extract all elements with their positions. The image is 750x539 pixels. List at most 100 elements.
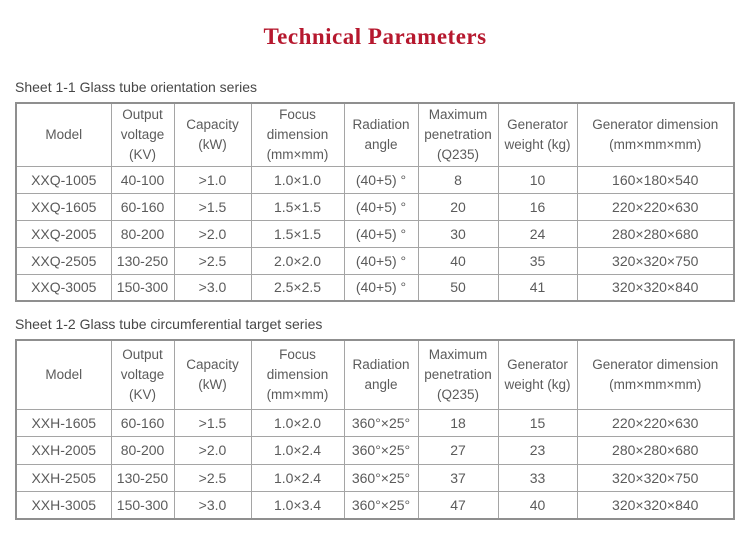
value-cell: 1.0×3.4 xyxy=(250,491,345,520)
column-header: Generator weight (kg) xyxy=(497,339,578,410)
column-header: Maximum penetration (Q235) xyxy=(417,102,499,167)
value-cell: 160×180×540 xyxy=(576,165,735,194)
value-cell: (40+5) ° xyxy=(343,165,419,194)
value-cell: (40+5) ° xyxy=(343,219,419,248)
column-header: Generator dimension (mm×mm×mm) xyxy=(576,102,735,167)
column-header: Focus dimension (mm×mm) xyxy=(250,102,345,167)
value-cell: 1.0×2.0 xyxy=(250,408,345,437)
column-header: Model xyxy=(15,102,112,167)
technical-parameters-page: Technical Parameters Sheet 1-1 Glass tub… xyxy=(0,24,750,539)
value-cell: >1.5 xyxy=(173,408,252,437)
value-cell: 2.0×2.0 xyxy=(250,246,345,275)
value-cell: 50 xyxy=(417,273,499,302)
table-row: XXH-2505 130-250 >2.5 1.0×2.4 360°×25° 37 33 32… xyxy=(15,463,735,492)
value-cell: 1.5×1.5 xyxy=(250,192,345,221)
value-cell: 16 xyxy=(497,192,578,221)
value-cell: 150-300 xyxy=(110,273,175,302)
column-header: Maximum penetration (Q235) xyxy=(417,339,499,410)
value-cell: >2.0 xyxy=(173,436,252,465)
page-title: Technical Parameters xyxy=(263,24,487,49)
value-cell: 1.0×1.0 xyxy=(250,165,345,194)
column-header: Capacity (kW) xyxy=(173,102,252,167)
value-cell: 2.5×2.5 xyxy=(250,273,345,302)
model-cell: XXH-2005 xyxy=(15,436,112,465)
value-cell: 320×320×840 xyxy=(576,491,735,520)
model-cell: XXQ-1605 xyxy=(15,192,112,221)
value-cell: >2.5 xyxy=(173,246,252,275)
value-cell: 320×320×750 xyxy=(576,463,735,492)
table-row: XXH-2005 80-200 >2.0 1.0×2.4 360°×25° 27 23 280… xyxy=(15,436,735,465)
value-cell: 8 xyxy=(417,165,499,194)
value-cell: 24 xyxy=(497,219,578,248)
value-cell: 320×320×840 xyxy=(576,273,735,302)
table-row: XXQ-2505 130-250 >2.5 2.0×2.0 (40+5) ° 40 35 32… xyxy=(15,246,735,275)
table-row: XXQ-2005 80-200 >2.0 1.5×1.5 (40+5) ° 30 24 280… xyxy=(15,219,735,248)
value-cell: 280×280×680 xyxy=(576,436,735,465)
sheet1-table: Model Output voltage (KV) Capacity (kW) Foc… xyxy=(15,102,735,302)
value-cell: 360°×25° xyxy=(343,408,419,437)
value-cell: 80-200 xyxy=(110,219,175,248)
value-cell: 23 xyxy=(497,436,578,465)
table-row: XXQ-1605 60-160 >1.5 1.5×1.5 (40+5) ° 20 16 220… xyxy=(15,192,735,221)
column-header: Generator dimension (mm×mm×mm) xyxy=(576,339,735,410)
header-row: Model Output voltage (KV) Capacity (kW) Foc… xyxy=(15,339,735,410)
value-cell: >2.5 xyxy=(173,463,252,492)
value-cell: >3.0 xyxy=(173,273,252,302)
sheet2-caption: Sheet 1-2 Glass tube circumferential tar… xyxy=(15,316,323,332)
value-cell: 280×280×680 xyxy=(576,219,735,248)
column-header: Output voltage (KV) xyxy=(110,339,175,410)
column-header: Radiation angle xyxy=(343,102,419,167)
sheet1-caption: Sheet 1-1 Glass tube orientation series xyxy=(15,79,258,95)
value-cell: (40+5) ° xyxy=(343,246,419,275)
value-cell: 220×220×630 xyxy=(576,192,735,221)
column-header: Radiation angle xyxy=(343,339,419,410)
value-cell: 33 xyxy=(497,463,578,492)
value-cell: 130-250 xyxy=(110,463,175,492)
table-row: XXH-1605 60-160 >1.5 1.0×2.0 360°×25° 18 15 220… xyxy=(15,408,735,437)
value-cell: (40+5) ° xyxy=(343,273,419,302)
column-header: Capacity (kW) xyxy=(173,339,252,410)
value-cell: 80-200 xyxy=(110,436,175,465)
value-cell: 1.5×1.5 xyxy=(250,219,345,248)
model-cell: XXQ-2005 xyxy=(15,219,112,248)
value-cell: >3.0 xyxy=(173,491,252,520)
value-cell: 18 xyxy=(417,408,499,437)
value-cell: 1.0×2.4 xyxy=(250,436,345,465)
column-header: Output voltage (KV) xyxy=(110,102,175,167)
header-row: Model Output voltage (KV) Capacity (kW) Foc… xyxy=(15,102,735,167)
column-header: Generator weight (kg) xyxy=(497,102,578,167)
value-cell: 1.0×2.4 xyxy=(250,463,345,492)
model-cell: XXH-1605 xyxy=(15,408,112,437)
table-row: XXH-3005 150-300 >3.0 1.0×3.4 360°×25° 47 40 32… xyxy=(15,491,735,520)
value-cell: 10 xyxy=(497,165,578,194)
value-cell: 30 xyxy=(417,219,499,248)
value-cell: 360°×25° xyxy=(343,463,419,492)
value-cell: 320×320×750 xyxy=(576,246,735,275)
value-cell: 40 xyxy=(497,491,578,520)
model-cell: XXQ-2505 xyxy=(15,246,112,275)
table-row: XXQ-1005 40-100 >1.0 1.0×1.0 (40+5) ° 8 10 160×… xyxy=(15,165,735,194)
value-cell: 40-100 xyxy=(110,165,175,194)
value-cell: 60-160 xyxy=(110,192,175,221)
value-cell: >2.0 xyxy=(173,219,252,248)
value-cell: 220×220×630 xyxy=(576,408,735,437)
value-cell: >1.0 xyxy=(173,165,252,194)
value-cell: (40+5) ° xyxy=(343,192,419,221)
sheet2-table: Model Output voltage (KV) Capacity (kW) Foc… xyxy=(15,339,735,520)
value-cell: 41 xyxy=(497,273,578,302)
value-cell: 37 xyxy=(417,463,499,492)
value-cell: 15 xyxy=(497,408,578,437)
column-header: Focus dimension (mm×mm) xyxy=(250,339,345,410)
value-cell: 40 xyxy=(417,246,499,275)
value-cell: 35 xyxy=(497,246,578,275)
value-cell: 60-160 xyxy=(110,408,175,437)
value-cell: 360°×25° xyxy=(343,436,419,465)
model-cell: XXQ-3005 xyxy=(15,273,112,302)
column-header: Model xyxy=(15,339,112,410)
value-cell: 130-250 xyxy=(110,246,175,275)
value-cell: 20 xyxy=(417,192,499,221)
value-cell: 47 xyxy=(417,491,499,520)
model-cell: XXQ-1005 xyxy=(15,165,112,194)
value-cell: 27 xyxy=(417,436,499,465)
value-cell: >1.5 xyxy=(173,192,252,221)
